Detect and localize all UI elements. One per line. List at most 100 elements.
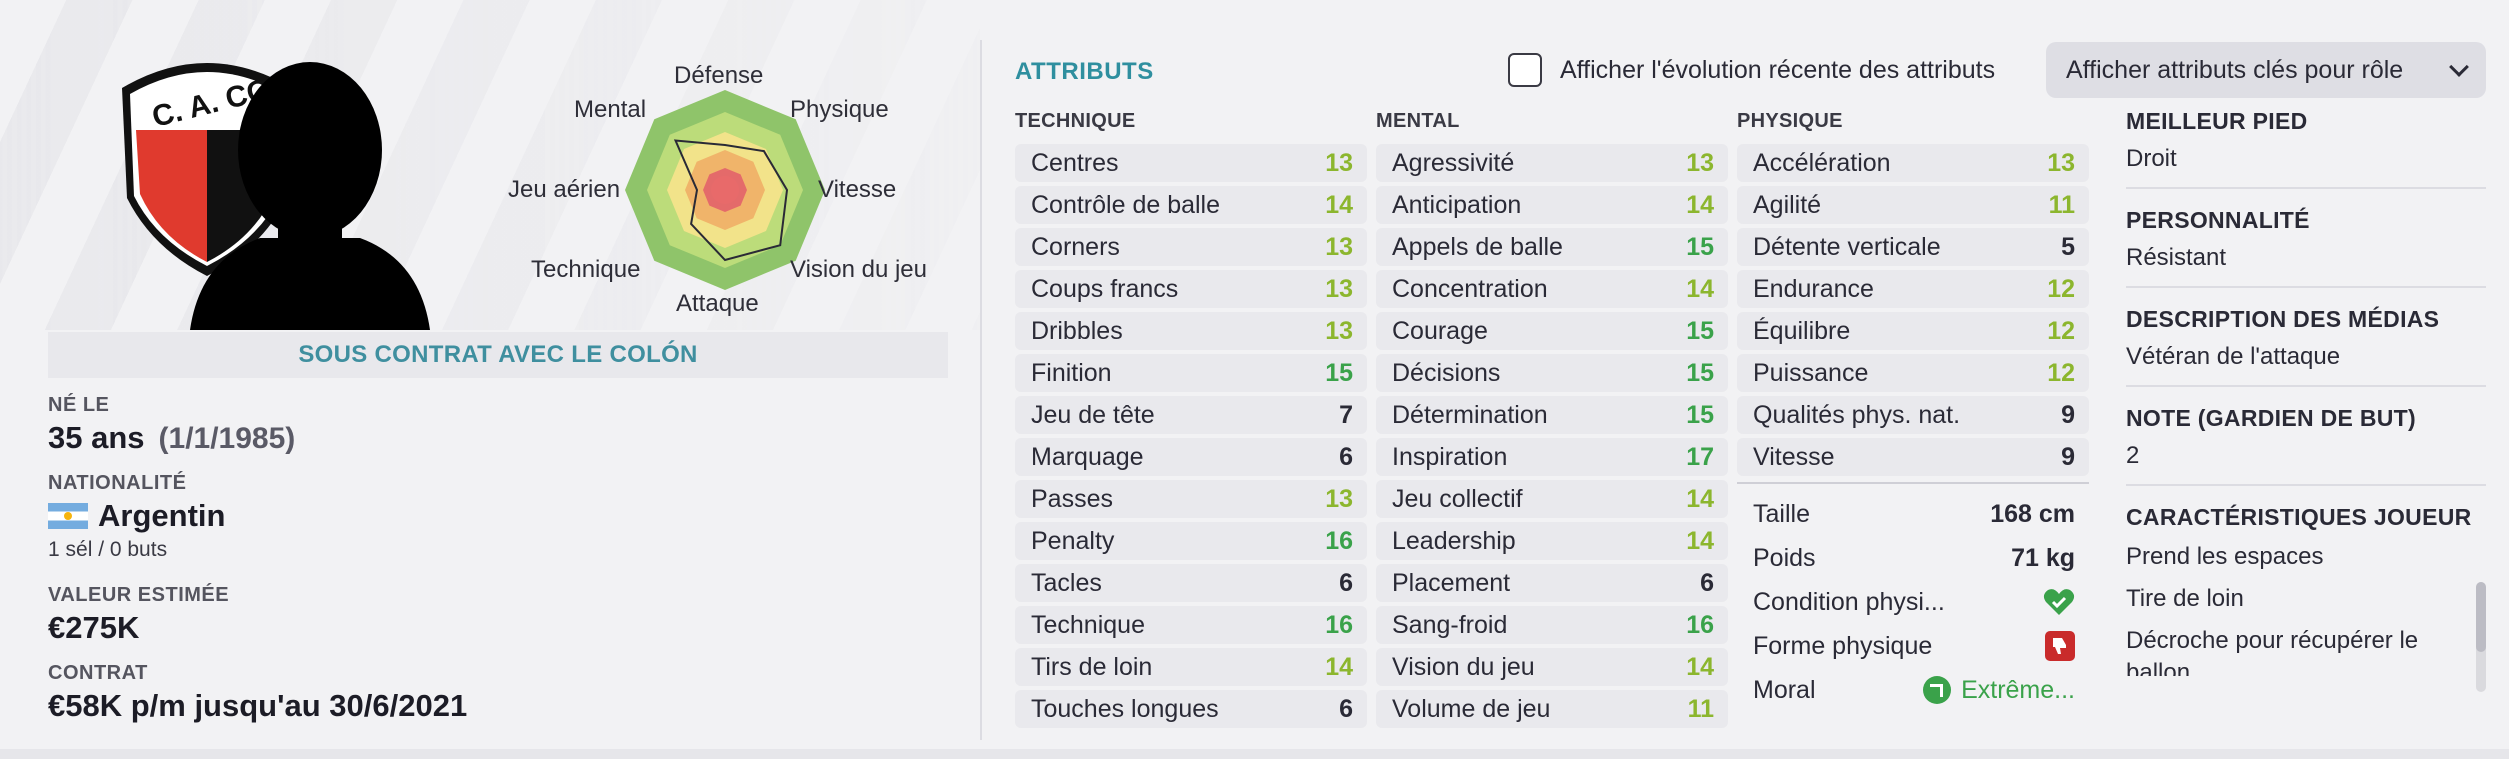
radar-label-mental: Mental xyxy=(574,96,647,123)
radar-label-attaque: Attaque xyxy=(676,290,759,317)
trait-item[interactable]: Tire de loin xyxy=(2126,585,2244,612)
physique-attribute-row[interactable]: Accélération 13 xyxy=(1737,144,2089,182)
technique-attribute-row[interactable]: Finition 15 xyxy=(1015,354,1367,392)
role-select-label[interactable]: Afficher attributs clés pour rôle xyxy=(2066,55,2404,84)
heart-icon xyxy=(2043,589,2075,615)
attribute-name: Agressivité xyxy=(1392,148,1515,177)
media-label: DESCRIPTION DES MÉDIAS xyxy=(2126,306,2440,332)
attribute-name: Coups francs xyxy=(1031,274,1179,303)
media-value[interactable]: Vétéran de l'attaque xyxy=(2126,343,2341,370)
show-evolution-checkbox[interactable] xyxy=(1508,53,1542,87)
attribute-value: 14 xyxy=(1325,190,1353,219)
morale-arrow-icon xyxy=(1923,676,1952,704)
trait-item[interactable]: Prend les espaces xyxy=(2126,543,2324,570)
height-row: Taille 168 cm xyxy=(1753,499,2075,528)
show-evolution-label[interactable]: Afficher l'évolution récente des attribu… xyxy=(1560,55,1996,84)
nationality-value[interactable]: Argentin xyxy=(48,498,225,534)
attribute-name: Finition xyxy=(1031,358,1112,387)
mental-attribute-row[interactable]: Jeu collectif 14 xyxy=(1376,480,1728,518)
physique-header: PHYSIQUE xyxy=(1737,110,1843,132)
technique-attribute-row[interactable]: Penalty 16 xyxy=(1015,522,1367,560)
attribute-value: 6 xyxy=(1339,442,1353,471)
mental-attribute-row[interactable]: Anticipation 14 xyxy=(1376,186,1728,224)
attribute-value: 15 xyxy=(1686,316,1714,345)
chevron-down-icon[interactable] xyxy=(2449,57,2469,77)
attribute-name: Inspiration xyxy=(1392,442,1508,471)
best-foot-block: MEILLEUR PIED Droit xyxy=(2126,108,2486,189)
attribute-name: Dribbles xyxy=(1031,316,1123,345)
attribute-value: 13 xyxy=(1325,232,1353,261)
contract-label: CONTRAT xyxy=(48,662,148,684)
gk-rating-label: NOTE (GARDIEN DE BUT) xyxy=(2126,405,2416,431)
attribute-name: Agilité xyxy=(1753,190,1822,219)
attribute-name: Centres xyxy=(1031,148,1119,177)
attribute-name: Penalty xyxy=(1031,526,1115,555)
form-row[interactable]: Forme physique xyxy=(1737,626,2089,666)
technique-attribute-row[interactable]: Corners 13 xyxy=(1015,228,1367,266)
attribute-radar: Défense Physique Vitesse Vision du jeu A… xyxy=(500,58,950,328)
personality-value[interactable]: Résistant xyxy=(2126,244,2227,271)
technique-attribute-row[interactable]: Passes 13 xyxy=(1015,480,1367,518)
best-foot-label: MEILLEUR PIED xyxy=(2126,108,2308,134)
mental-attribute-row[interactable]: Leadership 14 xyxy=(1376,522,1728,560)
value-amount: €275K xyxy=(48,610,140,645)
role-select-dropdown[interactable]: Afficher attributs clés pour rôle xyxy=(2046,42,2486,98)
technique-attribute-row[interactable]: Tirs de loin 14 xyxy=(1015,648,1367,686)
attribute-name: Leadership xyxy=(1392,526,1516,555)
mental-attribute-row[interactable]: Décisions 15 xyxy=(1376,354,1728,392)
attribute-name: Décisions xyxy=(1392,358,1501,387)
mental-attribute-row[interactable]: Concentration 14 xyxy=(1376,270,1728,308)
mental-attribute-row[interactable]: Inspiration 17 xyxy=(1376,438,1728,476)
attribute-name: Concentration xyxy=(1392,274,1548,303)
morale-value[interactable]: Extrême... xyxy=(1923,676,2075,705)
technique-attribute-row[interactable]: Jeu de tête 7 xyxy=(1015,396,1367,434)
attribute-value: 13 xyxy=(2047,148,2075,177)
technique-attribute-row[interactable]: Dribbles 13 xyxy=(1015,312,1367,350)
caps-value: 1 sél / 0 buts xyxy=(48,538,168,561)
contract-banner[interactable]: SOUS CONTRAT AVEC LE COLÓN xyxy=(48,332,948,378)
physique-separator xyxy=(1737,482,2089,484)
physique-attribute-row[interactable]: Endurance 12 xyxy=(1737,270,2089,308)
technique-attribute-row[interactable]: Touches longues 6 xyxy=(1015,690,1367,728)
mental-attribute-row[interactable]: Agressivité 13 xyxy=(1376,144,1728,182)
physique-attribute-row[interactable]: Équilibre 12 xyxy=(1737,312,2089,350)
panel-divider xyxy=(980,40,982,740)
mental-attribute-row[interactable]: Appels de balle 15 xyxy=(1376,228,1728,266)
traits-list[interactable]: Prend les espaces Tire de loin Décroche … xyxy=(2126,531,2486,676)
trait-item[interactable]: Décroche pour récupérer le ballon xyxy=(2126,627,2419,676)
thumbs-down-icon xyxy=(2045,631,2075,661)
physique-attribute-row[interactable]: Puissance 12 xyxy=(1737,354,2089,392)
attribute-name: Accélération xyxy=(1753,148,1891,177)
birth-info: NÉ LE 35 ans (1/1/1985) xyxy=(48,394,295,456)
technique-attribute-row[interactable]: Contrôle de balle 14 xyxy=(1015,186,1367,224)
morale-row[interactable]: Moral Extrême... xyxy=(1753,675,2075,705)
technique-attribute-row[interactable]: Technique 16 xyxy=(1015,606,1367,644)
attribute-value: 14 xyxy=(1686,526,1714,555)
mental-attribute-row[interactable]: Vision du jeu 14 xyxy=(1376,648,1728,686)
mental-attribute-row[interactable]: Volume de jeu 11 xyxy=(1376,690,1728,728)
mental-attribute-row[interactable]: Sang-froid 16 xyxy=(1376,606,1728,644)
mental-attribute-row[interactable]: Placement 6 xyxy=(1376,564,1728,602)
attribute-value: 6 xyxy=(1339,568,1353,597)
personality-block: PERSONNALITÉ Résistant xyxy=(2126,207,2486,288)
technique-attribute-row[interactable]: Marquage 6 xyxy=(1015,438,1367,476)
attribute-name: Anticipation xyxy=(1392,190,1522,219)
attribute-name: Placement xyxy=(1392,568,1511,597)
technique-attribute-row[interactable]: Tacles 6 xyxy=(1015,564,1367,602)
physique-attribute-row[interactable]: Agilité 11 xyxy=(1737,186,2089,224)
show-evolution-toggle[interactable]: Afficher l'évolution récente des attribu… xyxy=(1508,52,1995,88)
physique-attribute-row[interactable]: Vitesse 9 xyxy=(1737,438,2089,476)
attribute-name: Sang-froid xyxy=(1392,610,1508,639)
traits-scrollbar-thumb[interactable] xyxy=(2476,582,2486,652)
physique-attribute-row[interactable]: Détente verticale 5 xyxy=(1737,228,2089,266)
technique-attribute-row[interactable]: Centres 13 xyxy=(1015,144,1367,182)
height-value: 168 cm xyxy=(1990,499,2075,528)
attribute-name: Marquage xyxy=(1031,442,1144,471)
mental-attribute-row[interactable]: Courage 15 xyxy=(1376,312,1728,350)
condition-row[interactable]: Condition physi... xyxy=(1737,582,2089,622)
physique-attribute-row[interactable]: Qualités phys. nat. 9 xyxy=(1737,396,2089,434)
radar-player-outline xyxy=(673,139,789,262)
attribute-name: Jeu collectif xyxy=(1392,484,1523,513)
technique-attribute-row[interactable]: Coups francs 13 xyxy=(1015,270,1367,308)
mental-attribute-row[interactable]: Détermination 15 xyxy=(1376,396,1728,434)
